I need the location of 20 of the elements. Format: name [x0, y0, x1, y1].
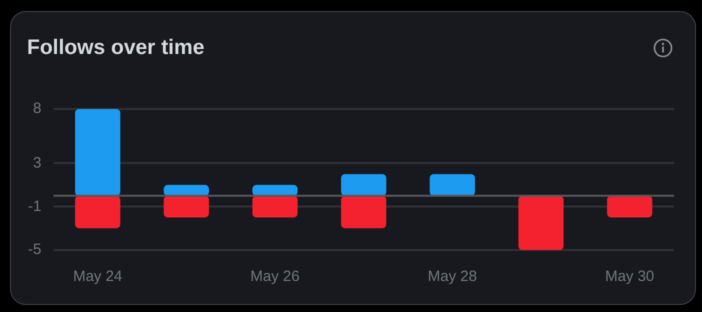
y-tick-label: -5	[28, 241, 42, 258]
bar	[75, 196, 120, 228]
bar	[164, 184, 209, 196]
bar	[252, 196, 298, 218]
bar	[341, 174, 386, 196]
x-tick-label: May 30	[605, 268, 654, 286]
y-tick-label: 8	[32, 100, 42, 118]
bar	[341, 196, 386, 228]
bar	[75, 109, 120, 196]
bar	[607, 196, 652, 218]
bar	[252, 184, 298, 196]
y-tick-label: -1	[28, 198, 42, 215]
bar	[518, 196, 564, 250]
y-tick-label: 3	[32, 154, 42, 172]
bar	[430, 174, 475, 196]
x-tick-label: May 26	[250, 268, 300, 286]
x-tick-label: May 24	[73, 268, 122, 286]
chart-title: Follows over time	[27, 36, 204, 60]
x-tick-label: May 28	[428, 268, 477, 286]
bar	[164, 196, 209, 218]
